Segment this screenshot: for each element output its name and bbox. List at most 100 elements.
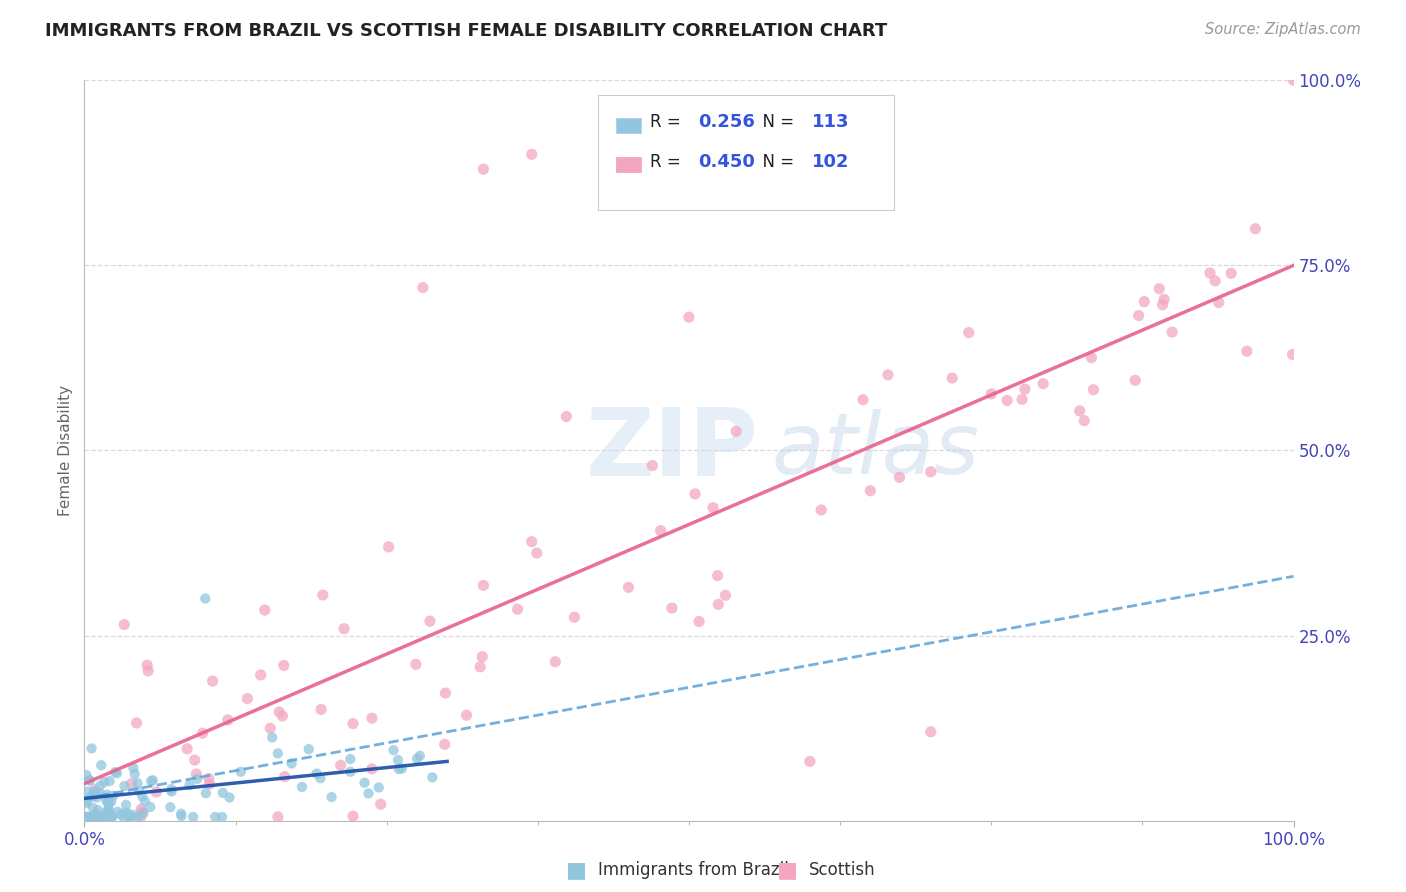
Point [131, 805, 153, 819]
Point [87, 803, 110, 817]
Point [83, 785, 105, 799]
Point [170, 806, 193, 821]
Point [117, 806, 139, 821]
Point [280, 756, 302, 771]
Point [96, 805, 118, 819]
Point [79, 810, 101, 824]
Point [82, 810, 104, 824]
Point [641, 458, 664, 473]
Point [198, 777, 221, 791]
Point [877, 368, 900, 382]
Point [274, 770, 297, 784]
Point [93, 775, 115, 789]
Point [83, 782, 105, 797]
Point [1014, 382, 1036, 396]
Point [1281, 347, 1303, 361]
Point [1244, 221, 1267, 235]
Text: Immigrants from Brazil: Immigrants from Brazil [598, 861, 789, 879]
Point [321, 790, 343, 805]
Point [76, 796, 98, 810]
Point [114, 779, 136, 793]
Point [1153, 293, 1175, 307]
Point [1083, 383, 1105, 397]
Point [1161, 325, 1184, 339]
Point [87, 810, 110, 824]
Point [84, 786, 107, 800]
Point [104, 765, 127, 780]
Point [141, 774, 163, 789]
Point [229, 764, 252, 779]
Point [298, 742, 321, 756]
Point [112, 617, 135, 632]
Point [339, 764, 361, 779]
Point [688, 615, 710, 629]
Point [96, 793, 118, 807]
Point [391, 762, 413, 776]
Point [121, 776, 143, 790]
Point [181, 810, 204, 824]
Point [1149, 282, 1171, 296]
Point [134, 794, 156, 808]
Point [211, 810, 233, 824]
Point [94, 810, 117, 824]
Point [105, 766, 128, 780]
Point [312, 588, 335, 602]
Point [84, 806, 107, 821]
Point [103, 789, 125, 803]
Point [661, 601, 683, 615]
Point [920, 724, 942, 739]
Point [75, 810, 97, 824]
Point [1282, 73, 1305, 87]
Point [387, 753, 409, 767]
Text: 102: 102 [813, 153, 849, 170]
Point [678, 310, 700, 325]
Point [136, 664, 159, 678]
Point [86, 790, 108, 805]
Text: 0.256: 0.256 [699, 113, 755, 131]
Point [76, 784, 98, 798]
Point [96, 810, 118, 824]
Point [93, 810, 115, 824]
Point [97, 802, 120, 816]
Point [259, 722, 281, 736]
Point [122, 761, 145, 775]
Point [101, 810, 124, 824]
Point [218, 790, 240, 805]
Point [194, 591, 217, 606]
Point [707, 597, 730, 611]
Point [76, 794, 98, 808]
Point [1204, 274, 1226, 288]
Point [367, 780, 389, 795]
Point [80, 741, 103, 756]
Point [93, 810, 115, 824]
Point [1152, 298, 1174, 312]
Point [1133, 294, 1156, 309]
Point [90, 810, 112, 824]
Point [1032, 376, 1054, 391]
Point [683, 487, 706, 501]
Point [96, 810, 118, 824]
Point [142, 773, 165, 788]
Point [159, 800, 181, 814]
Point [80, 789, 103, 804]
Text: R =: R = [650, 113, 686, 131]
Point [342, 809, 364, 823]
Point [1073, 414, 1095, 428]
Point [217, 713, 239, 727]
Point [810, 503, 832, 517]
Point [342, 716, 364, 731]
Point [110, 807, 132, 822]
Text: atlas: atlas [770, 409, 979, 492]
Point [191, 726, 214, 740]
Point [382, 743, 405, 757]
Text: ZIP: ZIP [586, 404, 759, 497]
Point [852, 392, 875, 407]
Point [114, 805, 136, 820]
Point [291, 780, 314, 794]
Point [333, 622, 356, 636]
Point [859, 483, 882, 498]
Text: IMMIGRANTS FROM BRAZIL VS SCOTTISH FEMALE DISABILITY CORRELATION CHART: IMMIGRANTS FROM BRAZIL VS SCOTTISH FEMAL… [45, 22, 887, 40]
Point [93, 810, 115, 824]
Point [1069, 404, 1091, 418]
Point [889, 470, 911, 484]
